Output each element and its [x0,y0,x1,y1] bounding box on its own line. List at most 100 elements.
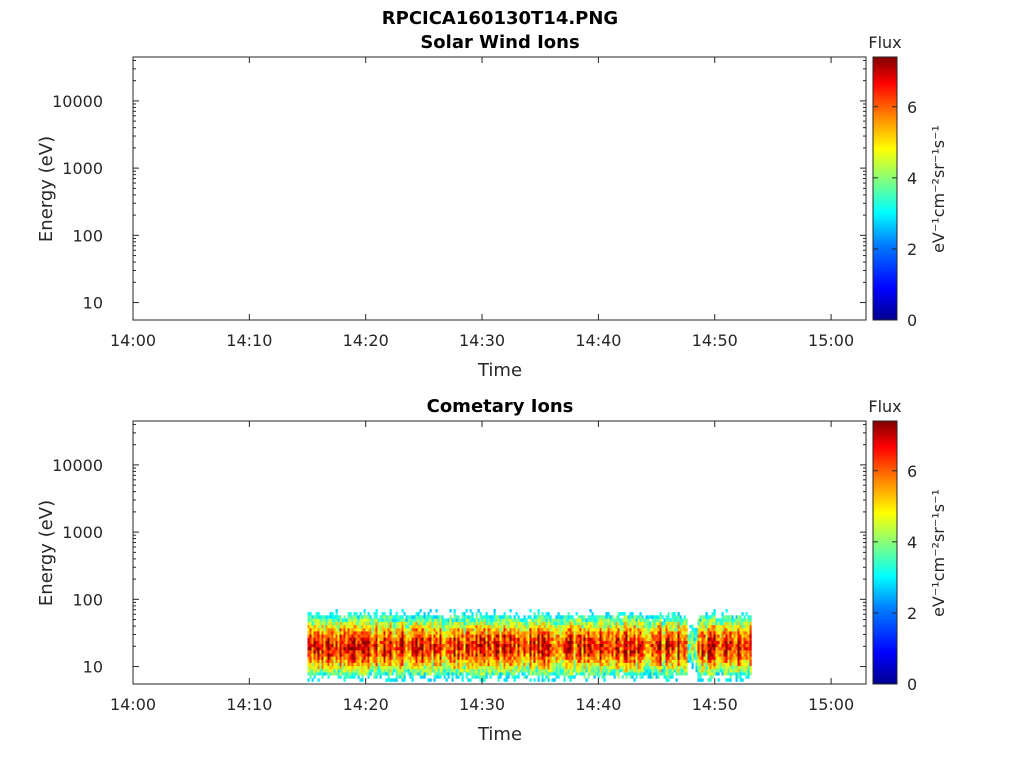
heatmap-cell [527,634,530,638]
heatmap-cell [693,634,696,638]
heatmap-cell [691,656,694,660]
heatmap-cell [421,618,424,622]
heatmap-cell [333,668,336,673]
heatmap-cell [725,656,728,660]
heatmap-cell [485,612,488,616]
heatmap-cell [591,615,594,619]
heatmap-cell [631,659,634,663]
heatmap-cell [501,672,504,676]
heatmap-cell [359,662,362,667]
heatmap-cell [393,637,396,641]
heatmap-cell [399,659,402,663]
heatmap-cell [317,615,320,619]
heatmap-cell [329,646,332,651]
heatmap-cell [577,659,580,663]
heatmap-cell [645,643,648,648]
heatmap-cell [701,621,704,626]
heatmap-cell [453,618,456,622]
heatmap-cell [645,637,648,641]
heatmap-cell [661,621,664,626]
heatmap-cell [361,650,364,654]
heatmap-cell [715,637,718,641]
heatmap-cell [623,615,626,619]
heatmap-cell [663,662,666,667]
heatmap-cell [531,634,534,638]
heatmap-cell [319,665,322,670]
y-tick-label: 10000 [52,456,103,475]
panel-title: Cometary Ions [427,396,574,417]
heatmap-cell [577,662,580,667]
heatmap-cell [327,653,330,657]
heatmap-cell [669,627,672,632]
heatmap-cell [561,618,564,622]
heatmap-cell [647,631,650,635]
heatmap-cell [443,675,446,679]
heatmap-cell [715,631,718,635]
heatmap-cell [385,665,388,670]
heatmap-cell [397,650,400,654]
heatmap-cell [461,618,464,622]
heatmap-cell [707,643,710,648]
heatmap-cell [747,653,750,657]
heatmap-cell [589,650,592,654]
heatmap-cell [569,662,572,667]
heatmap-cell [603,675,606,679]
heatmap-cell [591,646,594,651]
heatmap-cell [379,627,382,632]
heatmap-cell [663,650,666,654]
heatmap-cell [569,646,572,651]
heatmap-cell [335,609,338,613]
heatmap-cell [351,665,354,670]
heatmap-cell [673,618,676,622]
heatmap-cell [355,668,358,673]
heatmap-cell [747,665,750,670]
heatmap-cell [667,675,670,679]
heatmap-cell [559,659,562,663]
heatmap-cell [363,612,366,616]
heatmap-cell [737,634,740,638]
heatmap-cell [307,650,310,654]
heatmap-cell [501,624,504,629]
heatmap-cell [381,643,384,648]
heatmap-cell [337,615,340,619]
heatmap-cell [467,637,470,641]
heatmap-cell [495,672,498,676]
heatmap-cell [307,665,310,670]
heatmap-cell [653,624,656,629]
heatmap-cell [485,621,488,626]
heatmap-cell [653,627,656,632]
heatmap-cell [495,646,498,651]
heatmap-cell [351,668,354,673]
heatmap-cell [441,653,444,657]
heatmap-cell [579,659,582,663]
heatmap-cell [681,627,684,632]
heatmap-cell [463,668,466,673]
heatmap-cell [327,618,330,622]
heatmap-cell [537,678,540,682]
heatmap-cell [495,662,498,667]
heatmap-cell [473,643,476,648]
heatmap-cell [735,640,738,644]
heatmap-cell [389,621,392,626]
heatmap-cell [599,659,602,663]
heatmap-cell [583,650,586,654]
heatmap-cell [499,618,502,622]
heatmap-cell [691,665,694,670]
heatmap-cell [651,615,654,619]
heatmap-cell [411,650,414,654]
heatmap-cell [485,653,488,657]
heatmap-cell [349,624,352,629]
heatmap-cell [707,653,710,657]
heatmap-cell [313,656,316,660]
heatmap-cell [497,643,500,648]
heatmap-cell [345,675,348,679]
heatmap-cell [375,634,378,638]
heatmap-cell [309,637,312,641]
heatmap-cell [597,624,600,629]
heatmap-cell [645,650,648,654]
heatmap-cell [323,656,326,660]
heatmap-cell [681,650,684,654]
heatmap-cell [525,659,528,663]
heatmap-cell [455,659,458,663]
heatmap-cell [421,646,424,651]
